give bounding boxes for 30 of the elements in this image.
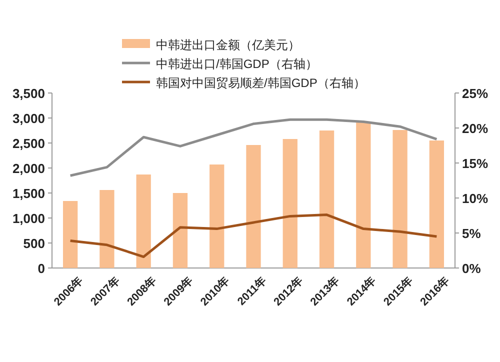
bar [282, 139, 298, 268]
bar [429, 140, 444, 268]
y-tick-label: 3,000 [12, 111, 45, 126]
legend-label: 中韩进出口金额（亿美元） [156, 38, 300, 52]
bar [136, 174, 151, 268]
bar [62, 201, 78, 268]
y-tick-label: 2,000 [12, 161, 45, 176]
bar [246, 145, 261, 268]
bar [319, 130, 334, 268]
legend-label: 韩国对中国贸易顺差/韩国GDP（右轴） [156, 76, 366, 90]
y-tick-label: 1,000 [12, 211, 45, 226]
y2-tick-label: 10% [462, 191, 488, 206]
y-tick-label: 0 [38, 261, 45, 276]
y-tick-label: 2,500 [12, 136, 45, 151]
bar [100, 190, 114, 268]
legend-label: 中韩进出口/韩国GDP（右轴） [156, 57, 318, 71]
y-tick-label: 500 [23, 236, 45, 251]
y2-tick-label: 20% [462, 121, 488, 136]
y-tick-label: 3,500 [12, 86, 45, 101]
y-tick-label: 1,500 [12, 186, 45, 201]
y2-tick-label: 15% [462, 156, 488, 171]
bar [356, 122, 371, 268]
bar [210, 164, 224, 268]
bar [392, 130, 408, 268]
bar [172, 193, 188, 268]
y2-tick-label: 5% [462, 226, 482, 241]
line-series [69, 214, 438, 258]
line-series [69, 118, 438, 177]
y2-tick-label: 0% [462, 261, 482, 276]
y2-tick-label: 25% [462, 86, 488, 101]
